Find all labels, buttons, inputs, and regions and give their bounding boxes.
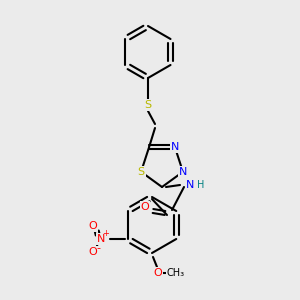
Text: +: + (102, 230, 109, 238)
Text: S: S (144, 100, 152, 110)
Text: O: O (88, 221, 97, 231)
Text: N: N (97, 234, 105, 244)
Text: O: O (141, 202, 149, 212)
Text: CH₃: CH₃ (167, 268, 185, 278)
Text: O: O (88, 247, 97, 257)
Text: -: - (97, 243, 101, 253)
Text: N: N (179, 167, 187, 177)
Text: N: N (171, 142, 179, 152)
Text: H: H (197, 180, 204, 190)
Text: N: N (186, 180, 194, 190)
Text: S: S (137, 167, 145, 177)
Text: O: O (154, 268, 162, 278)
